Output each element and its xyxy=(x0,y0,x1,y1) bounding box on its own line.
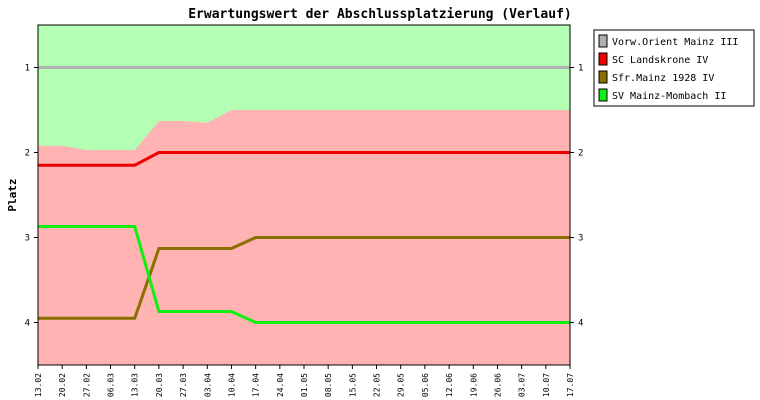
legend: Vorw.Orient Mainz III SC Landskrone IV Sfr… xyxy=(593,29,755,107)
x-tick-label: 22.05 xyxy=(373,373,382,397)
x-tick-label: 27.03 xyxy=(179,373,188,397)
plot-frame xyxy=(37,24,571,366)
x-tick-label: 26.06 xyxy=(493,373,502,397)
x-tick-label: 17.04 xyxy=(252,373,261,397)
y-tick-label-left: 3 xyxy=(25,234,30,244)
y-tick-label-left: 1 xyxy=(25,64,30,74)
x-tick-label: 24.04 xyxy=(276,373,285,397)
y-tick-label-right: 1 xyxy=(578,64,583,74)
y-tick-label-right: 3 xyxy=(578,234,583,244)
x-tick-label: 27.02 xyxy=(82,373,91,397)
x-tick-label: 10.07 xyxy=(542,373,551,397)
x-tick-label: 17.07 xyxy=(566,373,575,397)
series-line-2 xyxy=(38,151,570,167)
legend-label-2: SC Landskrone IV xyxy=(612,55,708,66)
legend-swatch-1 xyxy=(598,34,608,48)
x-tick-label: 03.04 xyxy=(203,373,212,397)
legend-label-1: Vorw.Orient Mainz III xyxy=(612,37,738,48)
chart-title: Erwartungswert der Abschlussplatzierung … xyxy=(188,7,572,22)
y-axis-label: Platz xyxy=(6,178,19,211)
x-tick-label: 08.05 xyxy=(324,373,333,397)
legend-label-4: SV Mainz-Mombach II xyxy=(612,91,726,102)
x-tick-label: 13.03 xyxy=(131,373,140,397)
y-tick-label-left: 2 xyxy=(25,149,30,159)
x-tick-label: 19.06 xyxy=(469,373,478,397)
x-tick-label: 13.02 xyxy=(34,373,43,397)
legend-swatch-2 xyxy=(598,52,608,66)
y-tick-label-left: 4 xyxy=(25,319,30,329)
series-line-4 xyxy=(38,224,570,324)
legend-swatch-3 xyxy=(598,70,608,84)
legend-swatch-4 xyxy=(598,88,608,102)
x-tick-label: 29.05 xyxy=(397,373,406,397)
x-tick-label: 01.05 xyxy=(300,373,309,397)
legend-label-3: Sfr.Mainz 1928 IV xyxy=(612,73,714,84)
x-tick-label: 20.03 xyxy=(155,373,164,397)
legend-box xyxy=(593,29,755,107)
x-tick-label: 12.06 xyxy=(445,373,454,397)
x-tick-label: 06.03 xyxy=(107,373,116,397)
x-tick-label: 03.07 xyxy=(518,373,527,397)
x-tick-label: 15.05 xyxy=(348,373,357,397)
y-tick-label-right: 2 xyxy=(578,149,583,159)
x-tick-label: 10.04 xyxy=(227,373,236,397)
y-tick-label-right: 4 xyxy=(578,319,583,329)
x-tick-label: 05.06 xyxy=(421,373,430,397)
plot-area: 1 1 2 2 3 3 4 4 13.02 20.02 27.02 06.03 13.03 20.03 27… xyxy=(25,24,583,397)
x-tick-label: 20.02 xyxy=(58,373,67,397)
series-line-3 xyxy=(38,236,570,320)
